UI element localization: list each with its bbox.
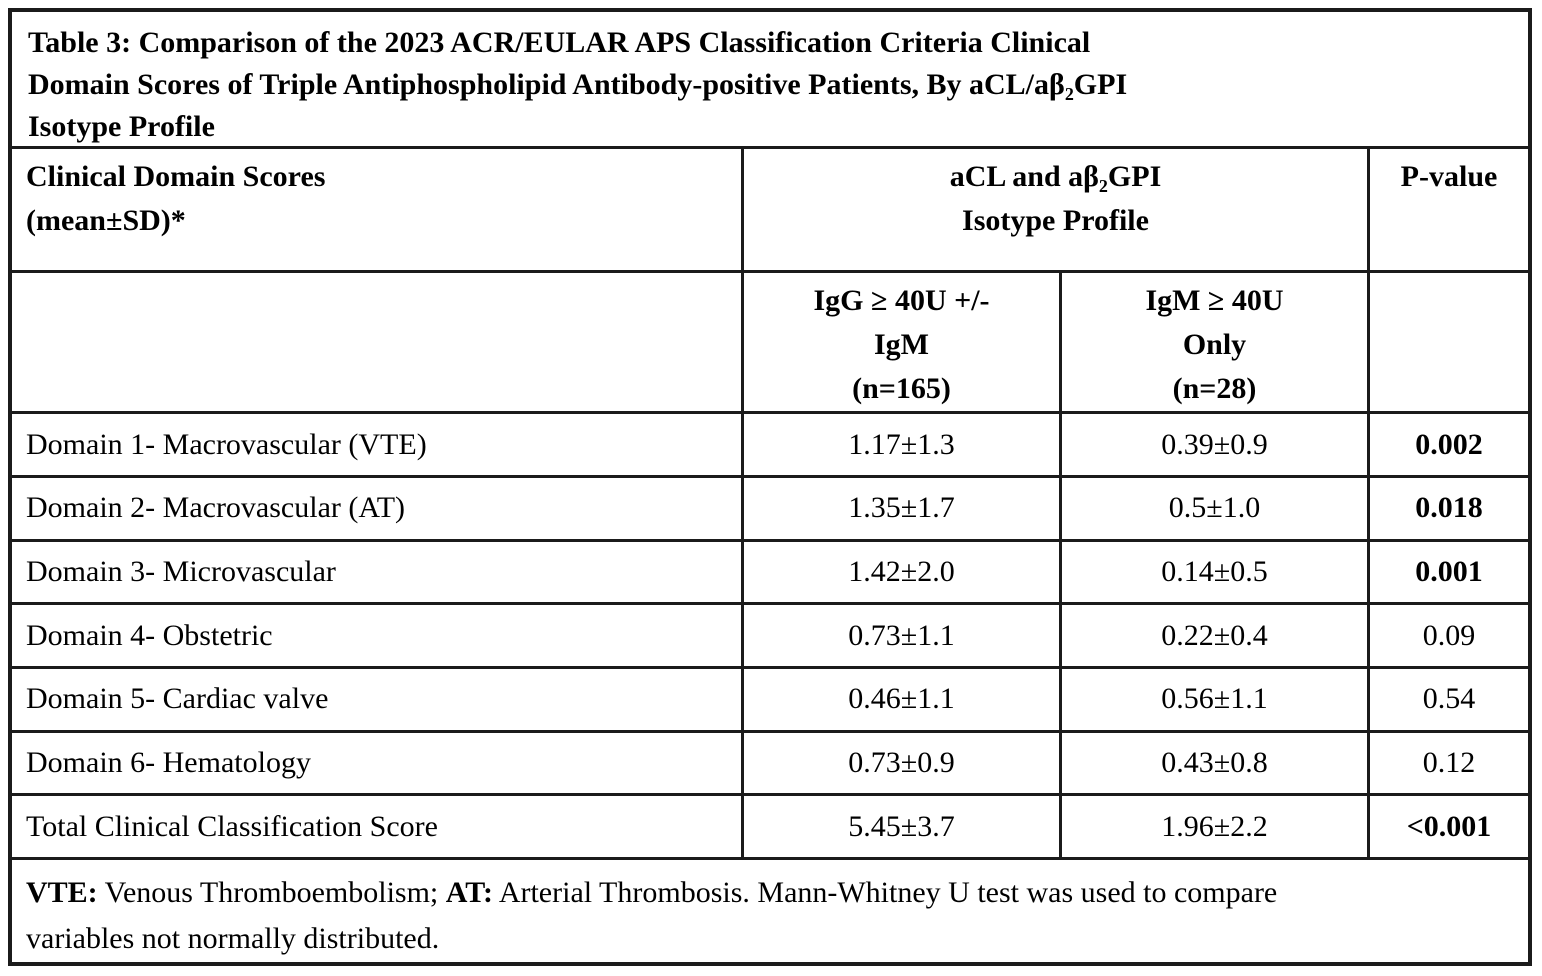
table-footnote: VTE: Venous Thromboembolism; AT: Arteria…: [12, 857, 1528, 962]
table-row-domain4: Domain 4- Obstetric 0.73±1.1 0.22±0.4 0.…: [12, 602, 1528, 667]
header-igm-column: IgM ≥ 40U Only (n=28): [1059, 273, 1367, 412]
p-value: <0.001: [1367, 796, 1528, 858]
igm-value: 0.14±0.5: [1059, 541, 1367, 603]
table-row-domain6: Domain 6- Hematology 0.73±0.9 0.43±0.8 0…: [12, 729, 1528, 794]
p-value: 0.002: [1367, 414, 1528, 475]
row-label: Domain 3- Microvascular: [26, 555, 336, 588]
row-label: Domain 5- Cardiac valve: [26, 682, 329, 716]
table-title: Table 3: Comparison of the 2023 ACR/EULA…: [28, 26, 1128, 143]
header-igg-column: IgG ≥ 40U +/- IgM (n=165): [741, 273, 1059, 412]
p-value: 0.09: [1367, 605, 1528, 667]
header-row-subcolumns: IgG ≥ 40U +/- IgM (n=165) IgM ≥ 40U Only…: [12, 270, 1528, 412]
p-value: 0.001: [1367, 541, 1528, 603]
table-row-total-score: Total Clinical Classification Score 5.45…: [12, 793, 1528, 858]
header-row-group: Clinical Domain Scores (mean±SD)* aCL an…: [12, 146, 1528, 271]
igm-value: 0.56±1.1: [1059, 669, 1367, 730]
igm-value: 1.96±2.2: [1059, 796, 1367, 858]
igg-value: 0.46±1.1: [741, 669, 1059, 730]
igg-value: 0.73±1.1: [741, 605, 1059, 667]
igm-value: 0.5±1.0: [1059, 478, 1367, 539]
row-label: Total Clinical Classification Score: [26, 809, 438, 843]
header-empty-cell: [12, 273, 741, 411]
table-row-domain3: Domain 3- Microvascular 1.42±2.0 0.14±0.…: [12, 538, 1528, 603]
header-p-value: P-value: [1367, 149, 1528, 271]
p-value: 0.018: [1367, 478, 1528, 539]
igm-value: 0.22±0.4: [1059, 605, 1367, 667]
footnote-at-abbr: AT:: [445, 876, 493, 910]
header-clinical-domain-scores: Clinical Domain Scores (mean±SD)*: [26, 160, 326, 237]
table-row-domain5: Domain 5- Cardiac valve 0.46±1.1 0.56±1.…: [12, 666, 1528, 730]
row-label: Domain 2- Macrovascular (AT): [26, 491, 406, 525]
p-value: 0.54: [1367, 669, 1528, 730]
igm-value: 0.43±0.8: [1059, 732, 1367, 794]
footnote-vte-text: Venous Thromboembolism;: [97, 876, 446, 910]
igg-value: 1.17±1.3: [741, 414, 1059, 475]
row-label: Domain 4- Obstetric: [26, 618, 273, 652]
igg-value: 0.73±0.9: [741, 732, 1059, 794]
igg-value: 1.42±2.0: [741, 541, 1059, 603]
footnote-vte-abbr: VTE:: [26, 876, 98, 910]
table-row-domain1: Domain 1- Macrovascular (VTE) 1.17±1.3 0…: [12, 411, 1528, 475]
row-label: Domain 1- Macrovascular (VTE): [26, 427, 427, 461]
row-label: Domain 6- Hematology: [26, 746, 311, 780]
igg-value: 5.45±3.7: [741, 796, 1059, 858]
table-row-domain2: Domain 2- Macrovascular (AT) 1.35±1.7 0.…: [12, 475, 1528, 539]
igg-value: 1.35±1.7: [741, 478, 1059, 539]
table3: Table 3: Comparison of the 2023 ACR/EULA…: [8, 8, 1532, 966]
header-isotype-profile-group: aCL and aβ₂GPI Isotype Profile: [741, 149, 1367, 271]
header-empty-cell: [1367, 273, 1528, 412]
igm-value: 0.39±0.9: [1059, 414, 1367, 475]
footnote-at-text: Arterial Thrombosis. Mann-Whitney U test…: [26, 876, 1278, 956]
p-value: 0.12: [1367, 732, 1528, 794]
